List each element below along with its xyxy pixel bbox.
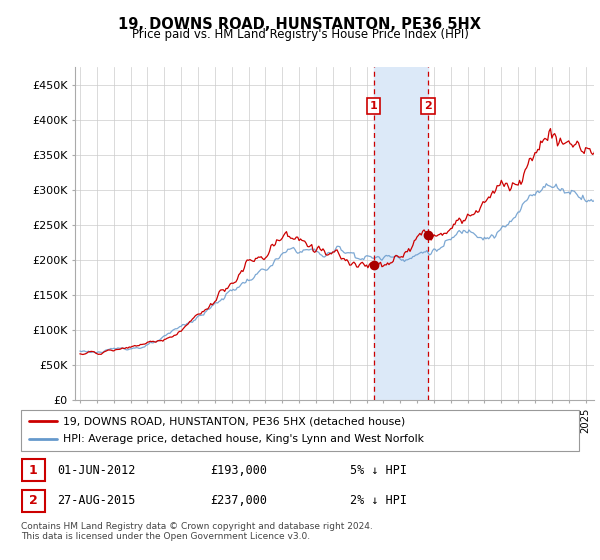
Text: 1: 1	[29, 464, 38, 477]
Text: 01-JUN-2012: 01-JUN-2012	[57, 464, 136, 477]
Text: 27-AUG-2015: 27-AUG-2015	[57, 494, 136, 507]
Text: This data is licensed under the Open Government Licence v3.0.: This data is licensed under the Open Gov…	[21, 532, 310, 541]
Text: 1: 1	[370, 101, 377, 111]
Text: 2: 2	[424, 101, 432, 111]
Bar	[374, 67, 428, 400]
Bar	[22, 489, 45, 512]
Text: 2% ↓ HPI: 2% ↓ HPI	[350, 494, 407, 507]
Text: 5% ↓ HPI: 5% ↓ HPI	[350, 464, 407, 477]
Text: Contains HM Land Registry data © Crown copyright and database right 2024.: Contains HM Land Registry data © Crown c…	[21, 522, 373, 531]
Text: HPI: Average price, detached house, King's Lynn and West Norfolk: HPI: Average price, detached house, King…	[63, 435, 424, 444]
Text: £193,000: £193,000	[211, 464, 268, 477]
Text: 19, DOWNS ROAD, HUNSTANTON, PE36 5HX: 19, DOWNS ROAD, HUNSTANTON, PE36 5HX	[119, 17, 482, 32]
Text: 19, DOWNS ROAD, HUNSTANTON, PE36 5HX (detached house): 19, DOWNS ROAD, HUNSTANTON, PE36 5HX (de…	[63, 417, 405, 426]
Text: Price paid vs. HM Land Registry's House Price Index (HPI): Price paid vs. HM Land Registry's House …	[131, 28, 469, 41]
Bar	[22, 459, 45, 482]
Text: £237,000: £237,000	[211, 494, 268, 507]
Text: 2: 2	[29, 494, 38, 507]
